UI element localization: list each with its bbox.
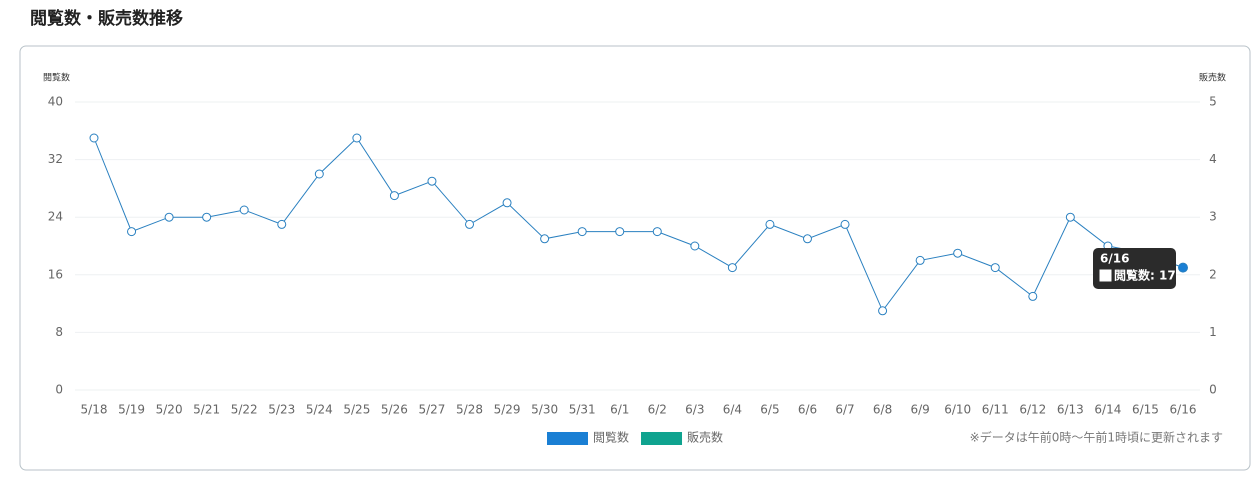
data-point	[1178, 262, 1188, 273]
x-tick-label: 6/13	[1057, 403, 1084, 417]
data-point	[540, 234, 550, 244]
data-point	[690, 241, 700, 251]
x-tick-label: 5/29	[494, 403, 521, 417]
x-tick-label: 6/1	[610, 403, 629, 417]
data-point	[765, 219, 775, 229]
x-tick-label: 6/9	[910, 403, 929, 417]
x-tick-label: 6/11	[982, 403, 1009, 417]
x-tick-label: 6/4	[723, 403, 742, 417]
x-tick-label: 5/31	[569, 403, 596, 417]
data-point	[127, 227, 137, 237]
data-point	[727, 263, 737, 273]
x-tick-label: 5/20	[156, 403, 183, 417]
data-point	[802, 234, 812, 244]
x-tick-label: 6/3	[685, 403, 704, 417]
y2-tick-label: 0	[1209, 383, 1217, 397]
data-point	[239, 205, 249, 215]
note: ※データは午前0時〜午前1時頃に更新されます	[970, 430, 1223, 445]
x-tick-label: 6/12	[1019, 403, 1046, 417]
x-tick-label: 5/23	[268, 403, 295, 417]
data-point	[164, 212, 174, 222]
series-line	[93, 137, 1184, 312]
y2-tick-label: 4	[1209, 152, 1217, 166]
y-tick-label: 40	[48, 95, 63, 109]
data-point	[615, 227, 625, 237]
data-point	[1065, 212, 1075, 222]
x-tick-label: 6/8	[873, 403, 892, 417]
x-tick-label: 5/21	[193, 403, 220, 417]
x-tick-label: 5/25	[343, 403, 370, 417]
data-point	[990, 263, 1000, 273]
page-title: 閲覧数・販売数推移	[30, 8, 183, 29]
data-point	[878, 306, 888, 316]
y-tick-label: 16	[48, 267, 63, 281]
tooltip-box	[1093, 248, 1176, 289]
x-tick-label: 5/22	[231, 403, 258, 417]
x-tick-label: 5/27	[418, 403, 445, 417]
card	[19, 45, 1251, 471]
x-tick-label: 6/16	[1170, 403, 1197, 417]
tooltip-title: 6/16	[1100, 252, 1129, 266]
x-tick-label: 6/10	[944, 403, 971, 417]
x-tick-label: 6/7	[835, 403, 854, 417]
data-point	[953, 248, 963, 258]
y-tick-label: 24	[48, 210, 63, 224]
data-point	[427, 176, 437, 186]
x-tick-label: 5/24	[306, 403, 333, 417]
y-tick-label: 8	[55, 325, 63, 339]
data-point	[277, 219, 287, 229]
tooltip-swatch	[1099, 269, 1112, 282]
tooltip-text: 閲覧数: 17	[1114, 268, 1176, 283]
y2-tick-label: 1	[1209, 325, 1217, 339]
data-point	[502, 198, 512, 208]
x-tick-label: 6/5	[760, 403, 779, 417]
y2-axis-title: 販売数	[1199, 72, 1226, 84]
x-tick-label: 5/19	[118, 403, 145, 417]
data-point	[89, 133, 99, 143]
y2-tick-label: 5	[1209, 95, 1217, 109]
x-tick-label: 6/14	[1094, 403, 1121, 417]
y-tick-label: 0	[55, 383, 63, 397]
x-tick-label: 6/6	[798, 403, 817, 417]
x-tick-label: 5/28	[456, 403, 483, 417]
data-point	[840, 219, 850, 229]
x-tick-label: 5/26	[381, 403, 408, 417]
data-point	[314, 169, 324, 179]
y2-tick-label: 3	[1209, 210, 1217, 224]
y2-tick-label: 2	[1209, 267, 1217, 281]
data-point	[652, 227, 662, 237]
data-point	[389, 191, 399, 201]
x-tick-label: 5/30	[531, 403, 558, 417]
data-point	[352, 133, 362, 143]
legend-label: 販売数	[687, 430, 723, 445]
data-point	[577, 227, 587, 237]
y-axis-title: 閲覧数	[43, 72, 70, 84]
data-point	[465, 219, 475, 229]
y-tick-label: 32	[48, 152, 63, 166]
legend-swatch	[547, 432, 588, 445]
data-point	[1028, 291, 1038, 301]
x-tick-label: 6/2	[648, 403, 667, 417]
x-tick-label: 5/18	[81, 403, 108, 417]
data-point	[202, 212, 212, 222]
x-tick-label: 6/15	[1132, 403, 1159, 417]
legend-label: 閲覧数	[593, 430, 629, 445]
tooltip: 6/16 閲覧数: 17	[1093, 248, 1176, 289]
legend-swatch	[641, 432, 683, 445]
data-point	[915, 255, 925, 265]
